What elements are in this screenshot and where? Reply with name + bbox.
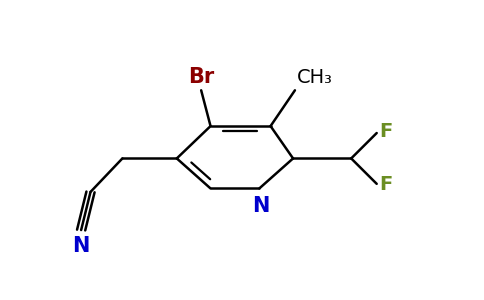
Text: CH₃: CH₃ (297, 68, 333, 87)
Text: F: F (380, 176, 393, 194)
Text: F: F (380, 122, 393, 141)
Text: Br: Br (188, 67, 214, 87)
Text: N: N (73, 236, 90, 256)
Text: N: N (253, 196, 270, 216)
